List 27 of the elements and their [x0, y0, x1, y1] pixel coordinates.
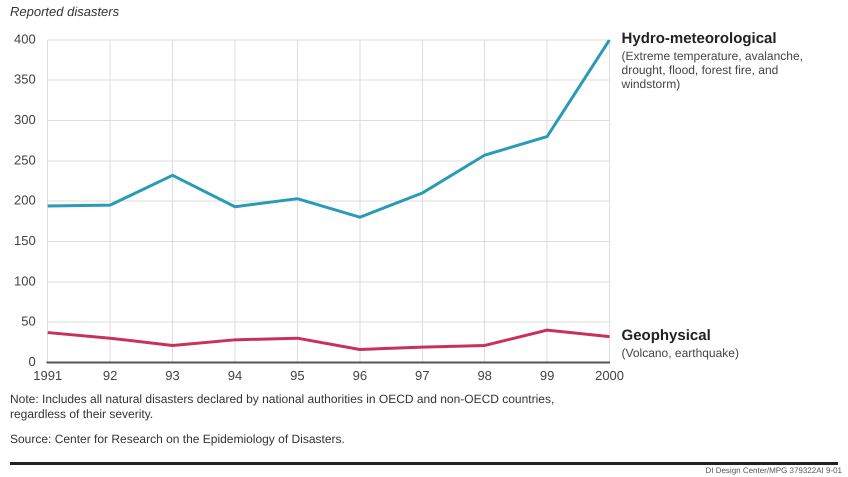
x-tick-label: 98	[477, 368, 492, 383]
y-tick-label: 150	[14, 233, 36, 248]
text: Note: Includes all natural disasters declared by national authorities in OECD and non-OECD countries, regardless of their severity.	[10, 392, 556, 422]
x-tick-label: 95	[290, 368, 305, 383]
y-tick-label: 400	[14, 31, 36, 46]
x-tick-label: 96	[352, 368, 368, 383]
x-tick-label: 93	[165, 368, 180, 383]
annotation: (Extreme temperature, avalanche, drought, flood, forest fire, and windstorm)	[622, 48, 804, 91]
x-tick-label: 94	[228, 368, 242, 383]
text: DI Design Center/MPG 379322AI 9-01	[705, 466, 842, 475]
y-axis-title: Reported disasters	[10, 4, 120, 19]
annotation: (Volcano, earthquake)	[622, 346, 740, 360]
series-label: Hydro-meteorological	[622, 30, 777, 47]
y-tick-label: 350	[14, 72, 36, 87]
y-tick-label: 50	[21, 314, 36, 329]
x-tick-label: 92	[102, 368, 118, 383]
x-tick-label: 2000	[595, 368, 624, 383]
x-tick-label: 97	[415, 368, 430, 383]
y-tick-label: 0	[28, 354, 36, 369]
series-label: Geophysical	[622, 326, 711, 344]
y-tick-label: 250	[14, 152, 36, 168]
x-tick-label: 99	[540, 368, 554, 383]
y-tick-label: 100	[14, 273, 36, 288]
y-tick-label: 300	[14, 112, 36, 128]
x-tick-label: 1991	[33, 368, 62, 383]
source-note: Source: Center for Research on the Epidemiology of Disasters.	[10, 432, 346, 447]
y-tick-label: 200	[14, 192, 36, 208]
